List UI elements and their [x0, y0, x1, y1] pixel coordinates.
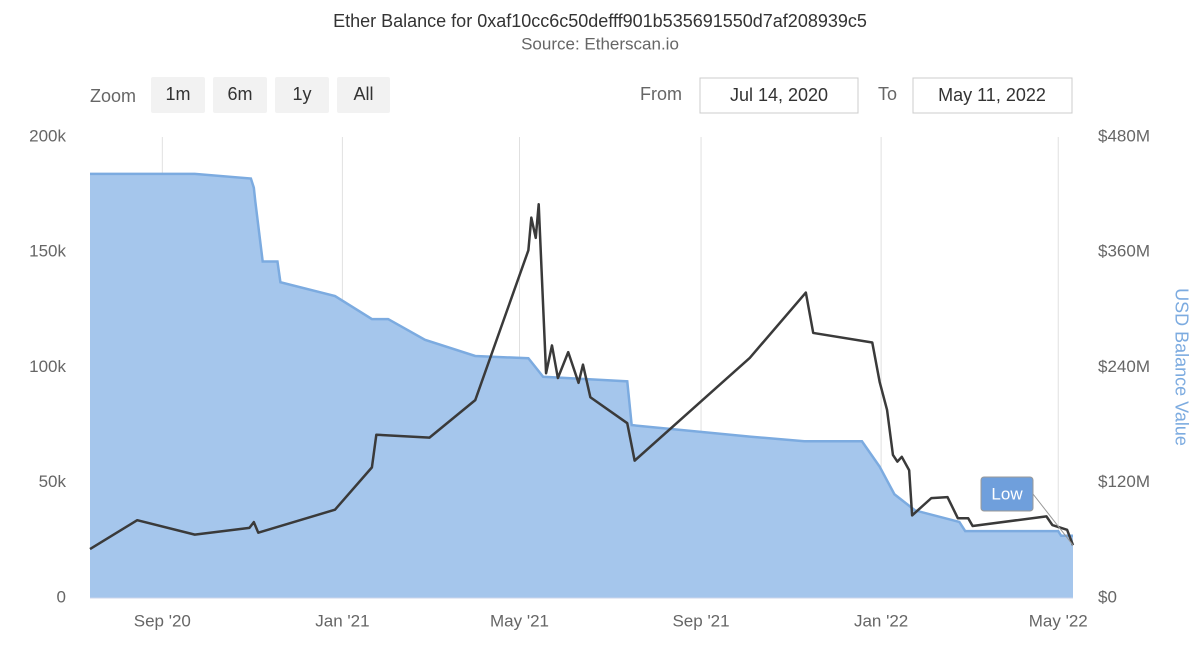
y-tick-label: 50k	[39, 472, 67, 491]
x-tick-label: Jan '21	[315, 611, 369, 630]
line	[89, 202, 1075, 551]
y-tick-label: 150k	[29, 242, 66, 261]
zoom-button[interactable]	[213, 77, 267, 113]
y-tick-label: 0	[57, 587, 66, 606]
x-tick-label: Sep '20	[134, 611, 191, 630]
area	[90, 173, 1073, 598]
x-tick-label: Sep '21	[672, 611, 729, 630]
y2-tick-label: $360M	[1098, 242, 1150, 261]
annotation-box	[980, 476, 1034, 512]
chart-title: Ether Balance for 0xaf10cc6c50defff901b5…	[333, 11, 867, 31]
y2-tick-label: $0	[1098, 587, 1117, 606]
y-tick-label: 100k	[29, 357, 66, 376]
from-label: From	[640, 84, 682, 104]
y2-axis-label: USD Balance Value	[1171, 288, 1191, 446]
y2-tick-label: $480M	[1098, 126, 1150, 145]
to-label: To	[878, 84, 897, 104]
x-tick-label: Jan '22	[854, 611, 908, 630]
x-tick-label: May '22	[1029, 611, 1088, 630]
from-input[interactable]	[699, 77, 859, 114]
y2-tick-label: $240M	[1098, 357, 1150, 376]
from-value[interactable]: Jul 14, 2020	[730, 85, 828, 105]
annotation-connector	[1032, 493, 1074, 546]
zoom-button[interactable]	[151, 77, 205, 113]
y2-tick-label: $120M	[1098, 472, 1150, 491]
x-tick-label: May '21	[490, 611, 549, 630]
zoom-button[interactable]	[275, 77, 329, 113]
area-outline	[90, 172, 1073, 538]
zoom-button-label[interactable]: 6m	[227, 84, 252, 104]
zoom-button-label[interactable]: 1y	[292, 84, 311, 104]
annotation-label: Low	[991, 484, 1023, 503]
zoom-button-label[interactable]: 1m	[165, 84, 190, 104]
chart-subtitle: Source: Etherscan.io	[521, 34, 679, 53]
to-value[interactable]: May 11, 2022	[938, 85, 1046, 105]
zoom-button[interactable]	[337, 77, 390, 113]
zoom-label: Zoom	[90, 86, 136, 106]
zoom-button-label[interactable]: All	[353, 84, 373, 104]
to-input[interactable]	[912, 77, 1073, 114]
y-tick-label: 200k	[29, 126, 66, 145]
